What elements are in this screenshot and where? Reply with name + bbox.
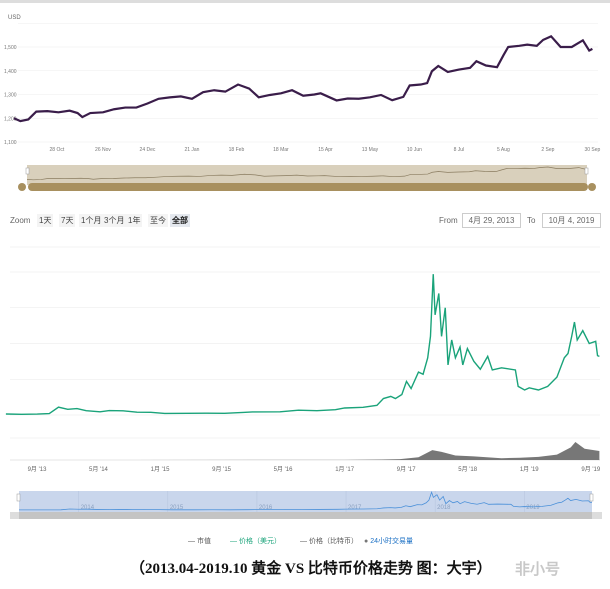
zoom-1d-button[interactable]: 1天: [37, 214, 54, 227]
top-border: [0, 0, 610, 3]
gold-y-axis-label: USD: [8, 15, 21, 21]
bitcoin-navigator-right-handle[interactable]: [589, 493, 594, 502]
navigator-year-label: 2014: [81, 505, 95, 511]
gold-y-tick-label: 1,300: [4, 93, 17, 99]
from-date-input[interactable]: 4月 29, 2013: [462, 213, 521, 228]
gold-x-tick-label: 2 Sep: [541, 147, 554, 153]
gold-x-tick-label: 24 Dec: [140, 147, 156, 153]
navigator-year-label: 2019: [526, 505, 540, 511]
zoom-7d-button[interactable]: 7天: [59, 214, 76, 227]
navigator-year-label: 2017: [348, 505, 362, 511]
gold-navigator-right-handle[interactable]: [584, 167, 589, 175]
bitcoin-x-tick-label: 5月 '14: [89, 466, 108, 473]
zoom-ytd-button[interactable]: 至今: [148, 214, 168, 227]
bitcoin-x-tick-label: 1月 '15: [151, 466, 170, 473]
bitcoin-x-tick-label: 9月 '13: [28, 466, 47, 473]
bitcoin-volume-area: [5, 442, 600, 460]
legend-market-cap[interactable]: — 市值: [188, 538, 211, 545]
gold-x-tick-label: 30 Sep: [584, 147, 600, 153]
bitcoin-price-line: [5, 274, 600, 415]
gold-scroll-left-button[interactable]: [18, 183, 26, 191]
gold-navigator-left-handle[interactable]: [25, 167, 30, 175]
gold-x-tick-label: 10 Jun: [407, 147, 422, 153]
to-label: To: [527, 216, 536, 225]
gold-y-tick-label: 1,200: [4, 116, 17, 122]
zoom-label: Zoom: [10, 216, 31, 225]
bitcoin-x-tick-label: 1月 '19: [520, 466, 539, 473]
to-date-input[interactable]: 10月 4, 2019: [542, 213, 601, 228]
gold-navigator[interactable]: [27, 165, 587, 185]
legend-volume[interactable]: ● 24小时交易量: [364, 538, 413, 545]
watermark-logo: 非小号: [515, 561, 561, 578]
bitcoin-x-tick-label: 5月 '16: [274, 466, 293, 473]
bitcoin-navigator[interactable]: [19, 491, 592, 512]
gold-x-tick-label: 8 Jul: [454, 147, 465, 153]
gold-x-tick-label: 18 Mar: [273, 147, 289, 153]
zoom-1m-button[interactable]: 1个月: [79, 214, 104, 227]
legend-price-usd[interactable]: — 价格（美元）: [230, 538, 281, 545]
gold-navigator-line: [26, 166, 589, 181]
legend-label: 价格（美元）: [238, 538, 281, 545]
gold-x-tick-label: 26 Nov: [95, 147, 111, 153]
gold-y-tick-label: 1,100: [4, 140, 17, 146]
gold-x-tick-label: 28 Oct: [50, 147, 65, 153]
zoom-all-button[interactable]: 全部: [170, 214, 190, 227]
gold-x-tick-label: 15 Apr: [318, 147, 333, 153]
bitcoin-x-tick-label: 9月 '19: [581, 466, 600, 473]
bitcoin-price-chart: 9月 '13 5月 '14 1月 '15 9月 '15 5月 '16 1月 '17 9月 '…: [5, 246, 602, 519]
gold-x-tick-label: 5 Aug: [497, 147, 510, 153]
bitcoin-x-tick-label: 9月 '17: [397, 466, 416, 473]
caption: （2013.04-2019.10 黄金 VS 比特币价格走势 图：大宇）: [130, 561, 492, 577]
navigator-year-label: 2016: [259, 505, 273, 511]
legend-price-btc[interactable]: — 价格（比特币）: [300, 538, 358, 545]
navigator-year-label: 2018: [437, 505, 451, 511]
legend-label: 价格（比特币）: [308, 538, 358, 545]
bitcoin-x-tick-label: 5月 '18: [458, 466, 477, 473]
gold-x-tick-label: 18 Feb: [229, 147, 245, 153]
legend-label: 市值: [196, 538, 211, 545]
from-label: From: [439, 216, 458, 225]
zoom-1y-button[interactable]: 1年: [126, 214, 143, 227]
gold-scroll-right-button[interactable]: [588, 183, 596, 191]
gold-x-tick-label: 21 Jan: [184, 147, 199, 153]
legend-label: 24小时交易量: [370, 538, 413, 545]
bitcoin-x-tick-label: 1月 '17: [335, 466, 354, 473]
gold-y-tick-label: 1,500: [4, 45, 17, 51]
bitcoin-scrollbar[interactable]: [19, 512, 592, 519]
gold-y-tick-label: 1,400: [4, 69, 17, 75]
navigator-year-label: 2015: [170, 505, 184, 511]
bitcoin-navigator-line: [18, 491, 593, 511]
bitcoin-navigator-left-handle[interactable]: [16, 493, 21, 502]
gold-x-tick-label: 13 May: [362, 147, 379, 153]
bitcoin-x-tick-label: 9月 '15: [212, 466, 231, 473]
zoom-3m-button[interactable]: 3个月: [102, 214, 127, 227]
gold-scrollbar[interactable]: [28, 183, 588, 191]
gold-price-chart: USD 1,100 1,200 1,300 1,400 1,500 28 Oct 26 No…: [4, 15, 601, 191]
gold-price-line: [13, 34, 593, 123]
